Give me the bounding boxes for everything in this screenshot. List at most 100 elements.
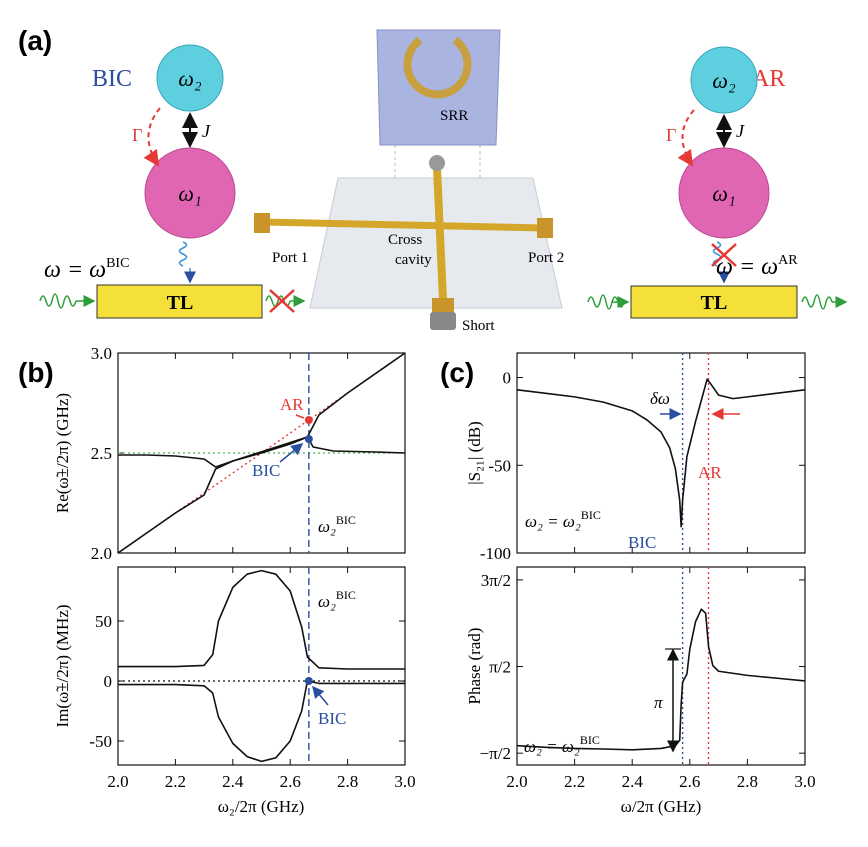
- y-tick-label: 3.0: [91, 344, 112, 363]
- plot: 2.0 2.5 3.0: [91, 344, 406, 563]
- x-tick-label: 2.8: [337, 772, 358, 791]
- blocked-mark: [711, 243, 737, 267]
- port-connector: [537, 218, 553, 238]
- mode-label: AR: [752, 66, 785, 92]
- condition: ω = ωBIC: [44, 256, 129, 283]
- annotation-sup: BIC: [336, 513, 356, 527]
- srr-ring: [403, 36, 472, 99]
- annotation-sup: BIC: [580, 733, 600, 747]
- annotation-base: ω₂: [318, 517, 336, 536]
- port2-label: Port 2: [528, 250, 564, 266]
- omega1: ω₁: [178, 181, 201, 206]
- y-tick-label: 3π/2: [481, 571, 511, 590]
- short-label: Short: [462, 318, 495, 334]
- tl-label: TL: [701, 292, 728, 314]
- board: [309, 177, 563, 309]
- y-axis-label: |S₂₁| (dB): [465, 421, 484, 485]
- annotation-sup: BIC: [336, 588, 356, 602]
- annotation: ω₂ = ω₂BIC: [525, 508, 601, 531]
- plot-frame: [516, 352, 806, 554]
- annotation: ω₂BIC: [318, 588, 356, 611]
- plot: −π/2 π/2 3π/2 2.0 2.2 2.4 2.6 2.8 3.0: [480, 566, 816, 791]
- resonator-1: [144, 147, 236, 239]
- annotation-sup: BIC: [581, 508, 601, 522]
- transmission-line: [96, 284, 263, 319]
- resonator-2: [690, 46, 758, 114]
- tl-label: TL: [167, 292, 194, 314]
- blocked-mark: [269, 289, 295, 313]
- x-tick-label: 2.8: [737, 772, 758, 791]
- marker: [304, 435, 313, 443]
- x-tick-label: 2.6: [280, 772, 301, 791]
- short-connector: [432, 298, 454, 312]
- annotation-arrow: [295, 414, 305, 419]
- plot: -50 0 50 2.0 2.2 2.4 2.6 2.8 3.0: [89, 566, 416, 791]
- gamma: Γ: [132, 125, 142, 145]
- data-line: [118, 436, 406, 468]
- wave: [712, 241, 722, 267]
- wave: [178, 241, 188, 267]
- annotation: ω₂BIC: [318, 513, 356, 536]
- x-tick-label: 2.0: [506, 772, 527, 791]
- x-tick-label: 2.4: [622, 772, 644, 791]
- annotation: AR: [698, 463, 722, 482]
- plot: -100 -50 0: [480, 352, 806, 563]
- annotation: π: [654, 693, 663, 712]
- data-line: [118, 569, 405, 670]
- marker: [304, 677, 313, 685]
- x-tick-label: 2.0: [107, 772, 128, 791]
- coupling: J: [202, 121, 211, 141]
- panel-label: (b): [18, 357, 54, 388]
- y-tick-label: 2.5: [91, 444, 112, 463]
- y-tick-label: -50: [89, 732, 112, 751]
- marker: [304, 416, 313, 424]
- probe: [429, 155, 445, 171]
- annotation-base: ω₂ = ω₂: [524, 737, 580, 756]
- condition-base: ω = ω: [716, 254, 778, 280]
- y-tick-label: -100: [480, 544, 511, 563]
- cross-label: Cross: [388, 232, 422, 248]
- annotation: δω: [650, 389, 670, 408]
- port1-label: Port 1: [272, 250, 308, 266]
- panel-label: (a): [18, 25, 52, 56]
- annotation-base: ω₂ = ω₂: [525, 512, 581, 531]
- panel-label: (c): [440, 357, 474, 388]
- condition-sup: BIC: [106, 256, 129, 271]
- data-line: [516, 378, 806, 528]
- gamma-arrow: [677, 109, 695, 167]
- right-schematic: AR ω₂ ω₁ J Γ ω = ωAR TL: [587, 46, 848, 319]
- resonator-2: [156, 44, 224, 112]
- cavity-label: cavity: [395, 252, 432, 268]
- short-cap: [430, 312, 456, 330]
- cavity-horizontal: [261, 218, 546, 232]
- gamma-arrow: [143, 107, 161, 167]
- transmission-line: [630, 285, 798, 319]
- cavity-vertical: [433, 167, 447, 301]
- plot-frame: [516, 566, 806, 766]
- y-tick-label: 0: [503, 369, 512, 388]
- annotation: AR: [280, 395, 304, 414]
- data-line: [117, 352, 406, 554]
- annotation-base: ω₂: [318, 592, 336, 611]
- mode-label: BIC: [92, 66, 132, 92]
- coupling: J: [736, 121, 745, 141]
- y-tick-label: -50: [488, 456, 511, 475]
- y-axis-label: Re(ω̃±/2π) (GHz): [53, 393, 72, 513]
- data-line: [516, 608, 806, 751]
- y-tick-label: −π/2: [480, 744, 511, 763]
- y-tick-label: 0: [104, 672, 113, 691]
- gamma: Γ: [666, 125, 676, 145]
- annotation-arrow: [279, 443, 304, 463]
- annotation: BIC: [252, 461, 280, 480]
- x-axis-label: ω/2π (GHz): [621, 797, 702, 816]
- x-tick-label: 2.2: [564, 772, 585, 791]
- srr-label: SRR: [440, 108, 468, 124]
- annotation: BIC: [628, 533, 656, 552]
- input-wave: [39, 293, 77, 309]
- y-tick-label: π/2: [489, 658, 511, 677]
- x-axis-label: ω₂/2π (GHz): [218, 797, 305, 816]
- x-tick-label: 2.6: [679, 772, 700, 791]
- condition-sup: AR: [778, 253, 798, 268]
- omega2: ω₂: [178, 66, 202, 91]
